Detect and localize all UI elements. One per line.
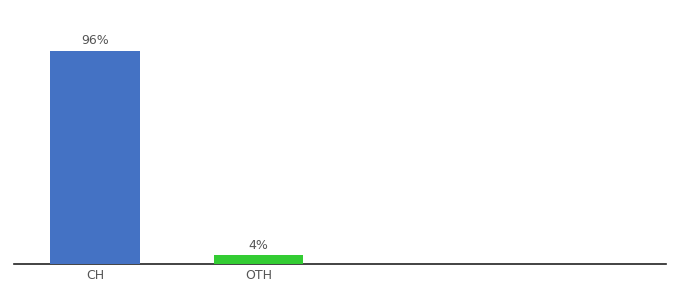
Bar xyxy=(50,51,140,264)
Bar xyxy=(214,255,303,264)
Text: 96%: 96% xyxy=(82,34,109,47)
Text: 4%: 4% xyxy=(248,239,269,252)
